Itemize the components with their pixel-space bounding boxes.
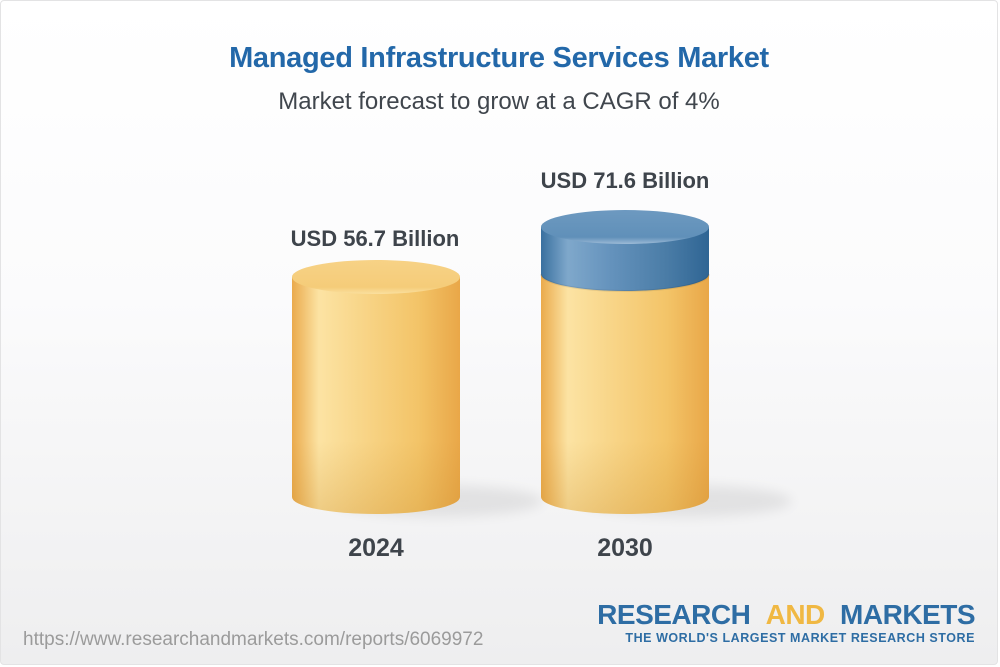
logo-word-and: AND [765,599,826,630]
bar-2030-cylinder [540,210,710,514]
logo-tagline: THE WORLD'S LARGEST MARKET RESEARCH STOR… [625,631,975,645]
axis-category-label-2024: 2024 [348,534,404,562]
chart-title: Managed Infrastructure Services Market [229,42,769,74]
bar-2030-growth-segment [541,227,709,291]
chart-subtitle: Market forecast to grow at a CAGR of 4% [278,88,720,115]
logo-word-research: RESEARCH [597,599,751,630]
axis-category-label-2030: 2030 [597,534,653,562]
research-and-markets-logo: RESEARCH AND MARKETS THE WORLD'S LARGEST… [597,600,975,646]
logo-word-markets: MARKETS [840,599,975,630]
source-url: https://www.researchandmarkets.com/repor… [23,629,484,650]
logo-wordmark: RESEARCH AND MARKETS [597,600,975,630]
bar-2024-cylinder [292,260,460,514]
bar-value-label-2024: USD 56.7 Billion [290,226,460,251]
bar-value-label-2030: USD 71.6 Billion [540,168,710,193]
